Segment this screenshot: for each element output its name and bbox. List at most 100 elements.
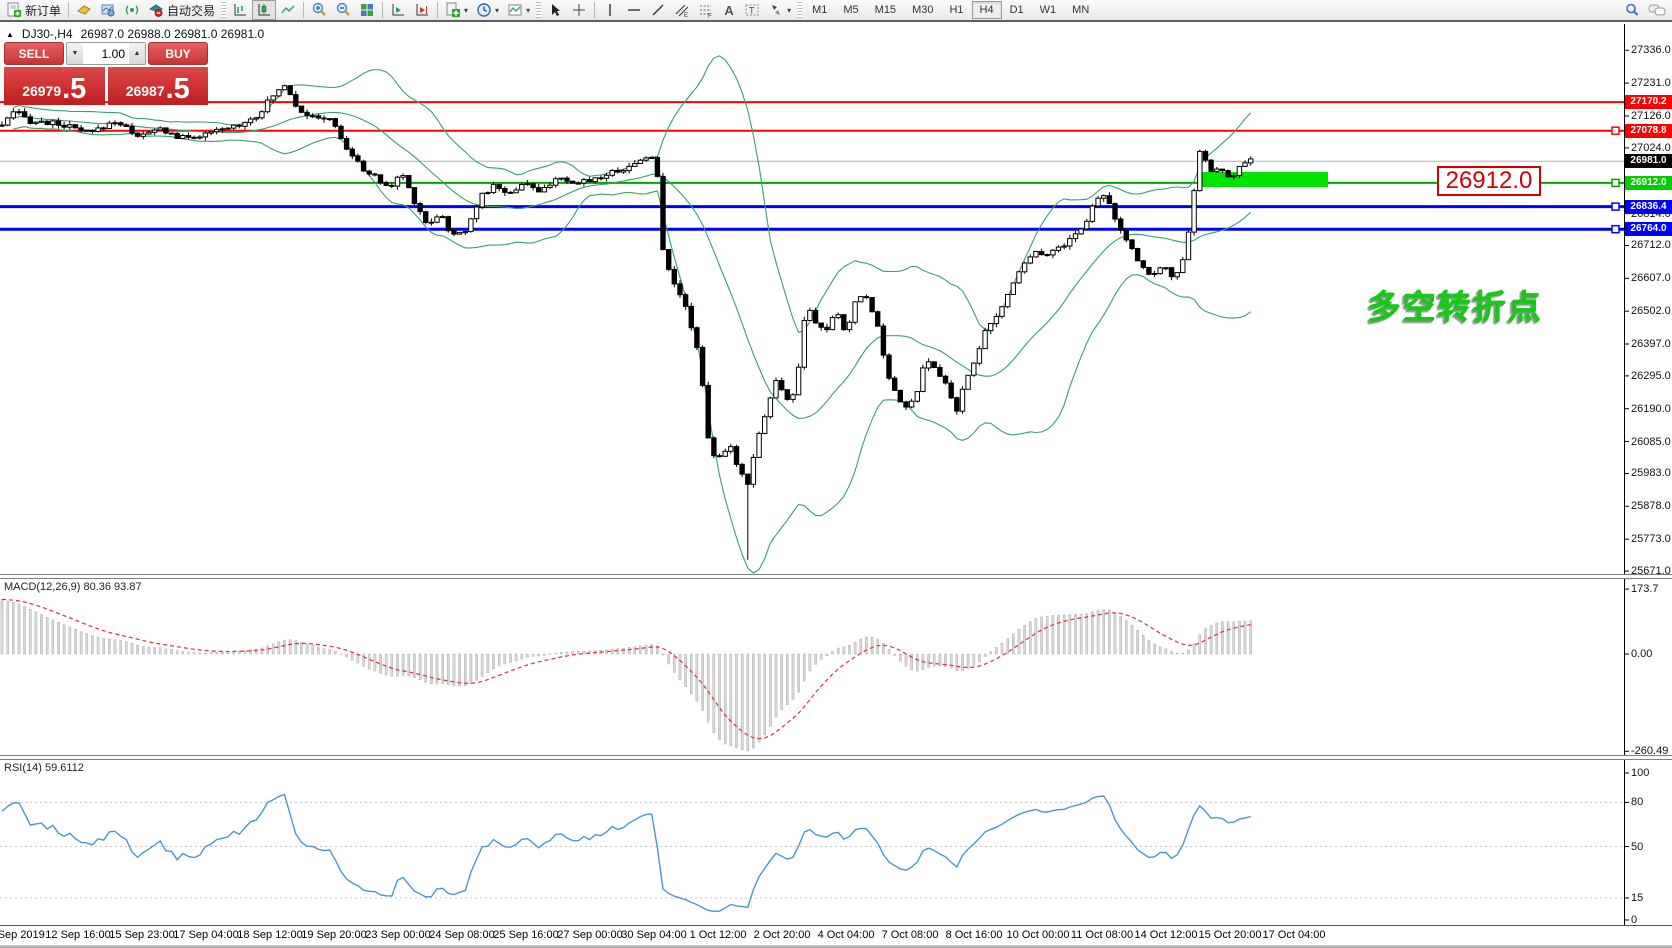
horizontal-line-button[interactable] xyxy=(622,0,646,20)
timeframe-button-h4[interactable]: H4 xyxy=(971,1,1002,19)
time-axis-label: 12 Sep 16:00 xyxy=(45,929,111,941)
sell-button[interactable]: SELL xyxy=(4,42,64,65)
timeframe-button-m5[interactable]: M5 xyxy=(835,1,866,19)
price-axis-badge: 27078.8 xyxy=(1625,123,1672,138)
autotrade-button[interactable]: 自动交易 xyxy=(144,0,219,20)
price-axis-badge: 27170.2 xyxy=(1625,95,1672,110)
rsi-axis-tick: 0 xyxy=(1631,914,1638,926)
price-axis-tick: 26712.0 xyxy=(1631,239,1671,252)
dropdown-arrow-icon: ▾ xyxy=(787,5,792,15)
data-window-icon xyxy=(101,4,115,17)
toolbar-right xyxy=(1620,0,1670,20)
channel-button[interactable]: E xyxy=(670,0,694,20)
sell-price-button[interactable]: 26979 .5 xyxy=(4,67,105,105)
volume-up-button[interactable]: ▲ xyxy=(129,43,145,64)
time-axis-label: 4 Oct 04:00 xyxy=(817,929,875,941)
new-order-button[interactable]: 新订单 xyxy=(2,0,65,20)
price-axis-tick: 25878.0 xyxy=(1631,500,1671,513)
time-axis-label: 18 Sep 12:00 xyxy=(237,929,303,941)
trendline-icon xyxy=(652,4,664,16)
new-order-icon xyxy=(7,2,21,17)
vertical-line-icon xyxy=(609,4,611,16)
price-axis-tick: 26085.0 xyxy=(1631,435,1671,448)
timeframe-button-m15[interactable]: M15 xyxy=(867,1,904,19)
timeframe-button-d1[interactable]: D1 xyxy=(1002,1,1032,19)
rsi-axis-tick: 80 xyxy=(1631,796,1644,809)
bar-chart-icon xyxy=(234,4,247,16)
signals-button[interactable] xyxy=(120,0,144,20)
volume-down-button[interactable]: ▼ xyxy=(67,43,83,64)
price-axis-tick: 26607.0 xyxy=(1631,272,1671,285)
vertical-line-button[interactable] xyxy=(598,0,622,20)
pane-separator[interactable] xyxy=(0,755,1672,760)
one-click-trading-panel: SELL ▼ ▲ BUY 26979 .5 26987 .5 xyxy=(4,42,208,105)
timeframe-group: M1 M5 M15 M30 H1 H4 D1 W1 MN xyxy=(804,1,1097,19)
text-label-button[interactable]: T xyxy=(740,0,764,20)
chat-button[interactable] xyxy=(1644,0,1670,20)
time-axis-label: 2 Oct 20:00 xyxy=(753,929,811,941)
tile-windows-button[interactable] xyxy=(355,0,379,20)
new-chart-button[interactable]: ▾ xyxy=(441,0,472,20)
trendline-button[interactable] xyxy=(646,0,670,20)
line-chart-button[interactable] xyxy=(276,0,300,20)
search-button[interactable] xyxy=(1620,0,1644,20)
collapse-triangle-icon[interactable]: ▲ xyxy=(6,29,14,39)
horizontal-line-icon xyxy=(628,9,641,11)
price-axis-tick: 27231.0 xyxy=(1631,77,1671,90)
volume-input[interactable] xyxy=(83,43,129,64)
auto-scroll-button[interactable] xyxy=(386,0,410,20)
zoom-in-button[interactable] xyxy=(307,0,331,20)
channel-icon: E xyxy=(675,4,689,18)
chat-icon xyxy=(1648,4,1666,16)
timeframe-button-mn[interactable]: MN xyxy=(1064,1,1097,19)
zoom-out-button[interactable] xyxy=(331,0,355,20)
rsi-axis-tick: 100 xyxy=(1631,767,1650,779)
timeframe-button-h1[interactable]: H1 xyxy=(941,1,971,19)
text-button[interactable]: A xyxy=(718,0,740,20)
toolbar-grip xyxy=(797,2,803,18)
svg-text:T: T xyxy=(749,6,755,16)
search-icon xyxy=(1626,3,1639,16)
bar-chart-button[interactable] xyxy=(228,0,252,20)
templates-button[interactable]: ▾ xyxy=(503,0,534,20)
macd-label: MACD(12,26,9) 80.36 93.87 xyxy=(4,581,142,593)
fibonacci-button[interactable]: F xyxy=(694,0,718,20)
buy-price-main: 26987 xyxy=(125,83,165,99)
chart-shift-icon xyxy=(416,4,429,16)
price-level-callout[interactable]: 26912.0 xyxy=(1437,166,1541,196)
time-axis-label: 7 Oct 08:00 xyxy=(881,929,939,941)
arrows-icon xyxy=(772,5,781,15)
arrows-button[interactable]: ▾ xyxy=(764,0,795,20)
macd-axis-tick: -260.49 xyxy=(1631,745,1669,758)
candlestick-chart-button[interactable] xyxy=(252,0,277,20)
timeframe-button-m1[interactable]: M1 xyxy=(804,1,835,19)
time-axis-label: 1 Oct 12:00 xyxy=(689,929,747,941)
price-axis-tick: 25671.0 xyxy=(1631,565,1671,578)
period-button[interactable]: ▾ xyxy=(472,0,503,20)
market-watch-button[interactable] xyxy=(72,0,96,20)
new-chart-icon xyxy=(446,2,461,17)
time-axis-label: 19 Sep 20:00 xyxy=(301,929,367,941)
timeframe-button-w1[interactable]: W1 xyxy=(1032,1,1065,19)
text-label-icon: T xyxy=(745,4,759,16)
pane-separator[interactable] xyxy=(0,574,1672,579)
window-bottom-edge xyxy=(0,945,1672,948)
new-order-label: 新订单 xyxy=(25,3,62,18)
time-axis-label: 11 Oct 08:00 xyxy=(1070,929,1134,941)
signals-icon xyxy=(125,5,139,15)
buy-button[interactable]: BUY xyxy=(148,42,208,65)
svg-text:F: F xyxy=(708,14,712,19)
time-axis-label: 11 Sep 2019 xyxy=(0,929,45,941)
crosshair-button[interactable] xyxy=(567,0,591,20)
chart-shift-button[interactable] xyxy=(410,0,434,20)
data-window-button[interactable] xyxy=(96,0,120,20)
svg-text:E: E xyxy=(684,13,688,18)
buy-price-fraction: .5 xyxy=(165,73,190,105)
cursor-button[interactable] xyxy=(543,0,567,20)
buy-price-button[interactable]: 26987 .5 xyxy=(107,67,208,105)
timeframe-button-m30[interactable]: M30 xyxy=(904,1,941,19)
text-icon: A xyxy=(724,2,734,18)
